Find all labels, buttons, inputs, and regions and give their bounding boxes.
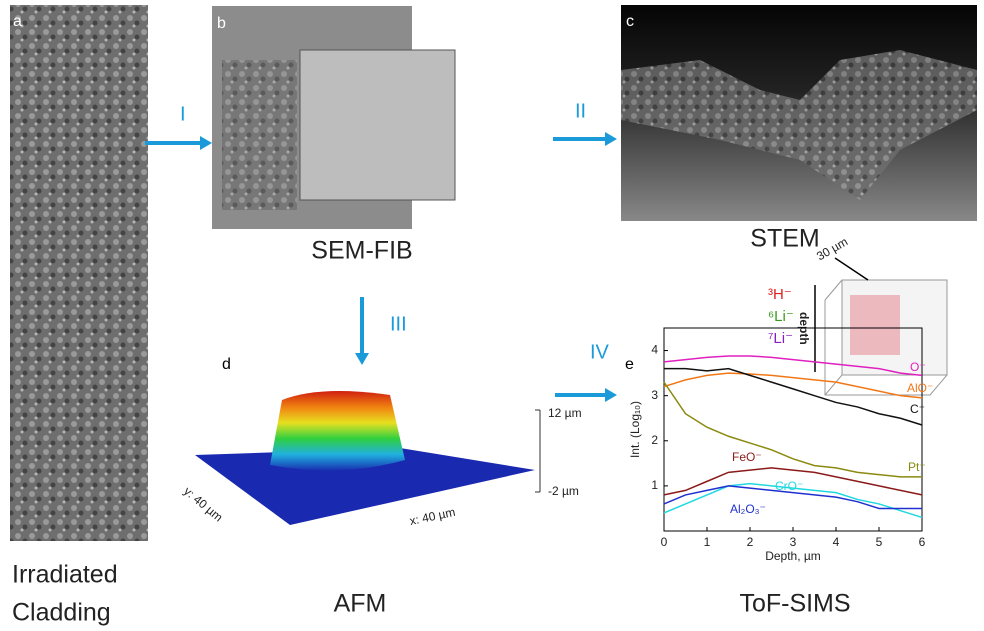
series-label: AlO⁻ — [907, 381, 933, 395]
y-tick-label: 4 — [651, 343, 658, 357]
panel-label: e — [625, 356, 634, 373]
x-tick-label: 6 — [919, 535, 926, 549]
afm-mesa — [270, 391, 405, 470]
step-label: II — [575, 100, 586, 122]
x-tick-label: 5 — [876, 535, 883, 549]
y-tick-label: 3 — [651, 388, 658, 402]
caption: ToF-SIMS — [739, 590, 850, 618]
series-label: FeO⁻ — [732, 450, 762, 464]
series-label: O⁻ — [910, 360, 926, 374]
series-label: Pt⁻ — [908, 460, 926, 474]
caption: AFM — [334, 590, 387, 618]
cladding-image — [10, 5, 148, 541]
y-tick-label: 1 — [651, 478, 658, 492]
x-tick-label: 1 — [704, 535, 711, 549]
inset-species: ⁶Li⁻ — [768, 308, 794, 325]
inset-species: ³H⁻ — [768, 286, 792, 303]
sem-trench — [222, 60, 297, 210]
caption: Cladding — [12, 599, 111, 627]
panel-label: b — [217, 15, 226, 32]
x-tick-label: 0 — [661, 535, 668, 549]
panel-label: c — [626, 13, 634, 30]
panel-label: d — [222, 356, 231, 373]
inset-species: ⁷Li⁻ — [768, 330, 793, 347]
step-label: IV — [590, 341, 610, 363]
panel-label: a — [13, 13, 22, 30]
series-line — [664, 382, 922, 477]
caption: SEM-FIB — [311, 237, 412, 265]
afm-z-label: 12 µm — [548, 406, 582, 420]
afm-axes — [535, 410, 540, 492]
x-tick-label: 3 — [790, 535, 797, 549]
y-tick-label: 2 — [651, 433, 658, 447]
series-line — [664, 373, 922, 398]
figure: abcdeIIIIIIIVIrradiatedCladdingSEM-FIBST… — [0, 0, 984, 631]
step-label: I — [180, 103, 186, 125]
afm-z-label: -2 µm — [548, 484, 579, 498]
caption: Irradiated — [12, 561, 118, 589]
x-tick-label: 2 — [747, 535, 754, 549]
inset-cube — [825, 280, 947, 395]
x-axis-label: Depth, µm — [765, 549, 821, 563]
afm-x-label: x: 40 µm — [408, 505, 456, 528]
sem-lamella — [300, 50, 455, 200]
caption: STEM — [750, 225, 819, 253]
y-axis-label: Int. (Log₁₀) — [628, 401, 642, 458]
step-label: III — [390, 313, 407, 335]
x-tick-label: 4 — [833, 535, 840, 549]
afm-y-label: y: 40 µm — [181, 484, 225, 524]
series-label: Al₂O₃⁻ — [730, 502, 766, 516]
series-label: C⁻ — [910, 402, 925, 416]
